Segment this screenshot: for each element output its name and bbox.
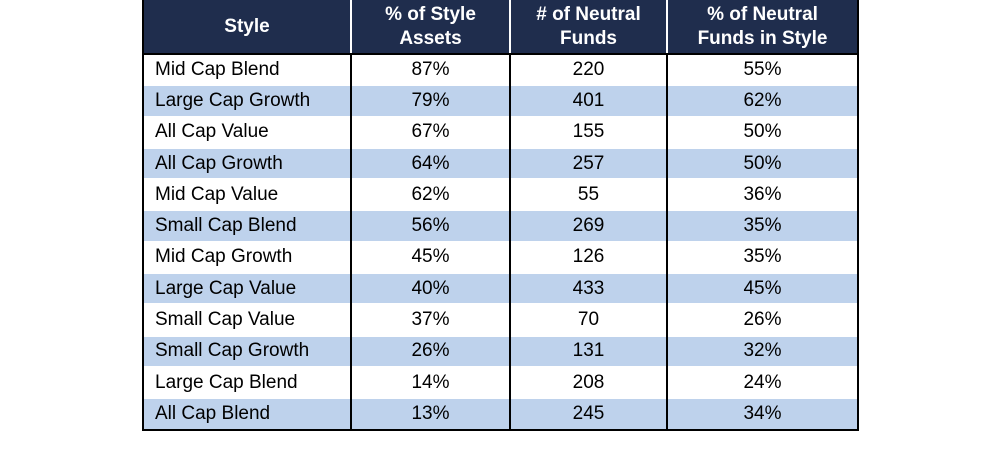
style-assets-cell: 14% — [350, 365, 511, 399]
header-line: Funds in Style — [697, 27, 828, 49]
style-cell: Large Cap Growth — [142, 84, 352, 117]
column-header-style-assets: % of Style Assets — [350, 0, 511, 55]
neutral-funds-pct-cell: 62% — [666, 84, 859, 117]
neutral-funds-pct-cell: 26% — [666, 303, 859, 336]
table-row: Large Cap Growth 79% 401 62% — [142, 84, 859, 117]
neutral-funds-cell: 269 — [509, 209, 668, 242]
column-header-style: Style — [143, 0, 352, 55]
table-row: Small Cap Value 37% 70 26% — [142, 303, 859, 336]
header-row: Style % of Style Assets # of Neutral Fun… — [143, 0, 858, 55]
style-assets-cell: 87% — [350, 54, 511, 86]
style-assets-cell: 45% — [350, 240, 511, 274]
style-assets-cell: 13% — [350, 397, 511, 430]
style-cell: All Cap Blend — [142, 397, 352, 430]
style-assets-cell: 26% — [350, 334, 511, 367]
style-assets-cell: 79% — [350, 84, 511, 117]
neutral-funds-cell: 245 — [509, 397, 668, 430]
table-header: Style % of Style Assets # of Neutral Fun… — [143, 0, 858, 55]
neutral-funds-pct-cell: 50% — [666, 115, 859, 148]
table-row: Mid Cap Blend 87% 220 55% — [142, 54, 859, 86]
neutral-funds-table-container: Style % of Style Assets # of Neutral Fun… — [142, 0, 859, 431]
neutral-funds-cell: 208 — [509, 365, 668, 399]
table-row: All Cap Blend 13% 245 34% — [142, 397, 859, 430]
style-cell: Large Cap Blend — [142, 365, 352, 399]
style-cell: All Cap Value — [142, 115, 352, 148]
neutral-funds-pct-cell: 35% — [666, 240, 859, 274]
style-assets-cell: 64% — [350, 146, 511, 180]
style-cell: Small Cap Blend — [142, 209, 352, 242]
column-header-neutral-funds-pct: % of Neutral Funds in Style — [666, 0, 858, 55]
header-line: Style — [224, 15, 270, 37]
neutral-funds-pct-cell: 35% — [666, 209, 859, 242]
header-line: % of Neutral — [707, 3, 818, 25]
table-row: Mid Cap Growth 45% 126 35% — [142, 240, 859, 274]
neutral-funds-pct-cell: 36% — [666, 178, 859, 211]
style-cell: Mid Cap Blend — [142, 54, 352, 86]
header-line: Assets — [399, 27, 462, 49]
style-assets-cell: 40% — [350, 272, 511, 305]
table-row: All Cap Value 67% 155 50% — [142, 115, 859, 148]
header-line: % of Style — [385, 3, 476, 25]
neutral-funds-cell: 55 — [509, 178, 668, 211]
style-cell: Mid Cap Value — [142, 178, 352, 211]
style-cell: All Cap Growth — [142, 146, 352, 180]
style-assets-cell: 37% — [350, 303, 511, 336]
neutral-funds-cell: 257 — [509, 146, 668, 180]
table-row: Mid Cap Value 62% 55 36% — [142, 178, 859, 211]
header-line: Funds — [560, 27, 617, 49]
style-cell: Mid Cap Growth — [142, 240, 352, 274]
neutral-funds-pct-cell: 34% — [666, 397, 859, 430]
neutral-funds-cell: 401 — [509, 84, 668, 117]
neutral-funds-cell: 155 — [509, 115, 668, 148]
header-line: # of Neutral — [536, 3, 641, 25]
style-assets-cell: 67% — [350, 115, 511, 148]
neutral-funds-pct-cell: 55% — [666, 54, 859, 86]
neutral-funds-cell: 433 — [509, 272, 668, 305]
neutral-funds-pct-cell: 50% — [666, 146, 859, 180]
table-row: All Cap Growth 64% 257 50% — [142, 146, 859, 180]
table-row: Large Cap Blend 14% 208 24% — [142, 365, 859, 399]
neutral-funds-pct-cell: 45% — [666, 272, 859, 305]
style-assets-cell: 62% — [350, 178, 511, 211]
neutral-funds-pct-cell: 24% — [666, 365, 859, 399]
neutral-funds-pct-cell: 32% — [666, 334, 859, 367]
neutral-funds-cell: 70 — [509, 303, 668, 336]
style-cell: Small Cap Value — [142, 303, 352, 336]
column-header-neutral-funds: # of Neutral Funds — [509, 0, 668, 55]
style-cell: Small Cap Growth — [142, 334, 352, 367]
table-row: Small Cap Growth 26% 131 32% — [142, 334, 859, 367]
neutral-funds-cell: 131 — [509, 334, 668, 367]
style-assets-cell: 56% — [350, 209, 511, 242]
neutral-funds-cell: 220 — [509, 54, 668, 86]
neutral-funds-cell: 126 — [509, 240, 668, 274]
table-body: Mid Cap Blend 87% 220 55% Large Cap Growth 79… — [142, 54, 859, 430]
neutral-funds-table: Style % of Style Assets # of Neutral Fun… — [142, 0, 859, 431]
table-row: Large Cap Value 40% 433 45% — [142, 272, 859, 305]
table-row: Small Cap Blend 56% 269 35% — [142, 209, 859, 242]
style-cell: Large Cap Value — [142, 272, 352, 305]
